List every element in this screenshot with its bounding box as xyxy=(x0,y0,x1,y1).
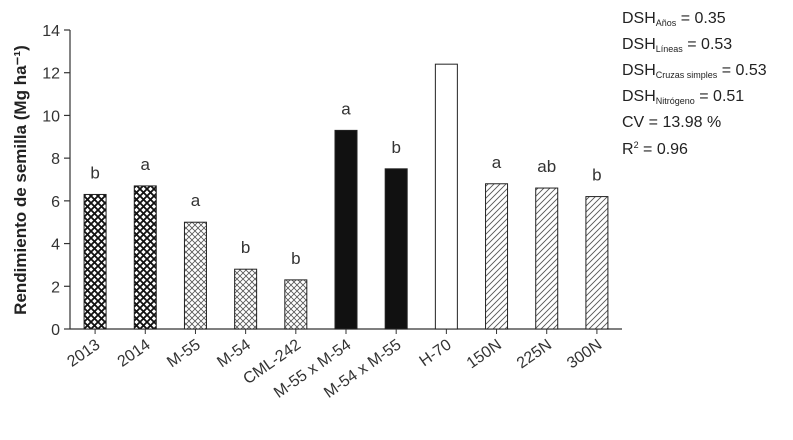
category-label-1: 2014 xyxy=(115,336,154,370)
bar-10 xyxy=(585,196,609,330)
y-tick-label-10: 10 xyxy=(42,108,60,125)
y-tick-label-4: 4 xyxy=(51,237,60,254)
y-tick-label-14: 14 xyxy=(42,23,60,40)
stat-row-0: DSHAños = 0.35 xyxy=(622,10,726,28)
chart-axes: 0 2 4 6 8 10 12 14 xyxy=(42,23,622,339)
significance-label-10: b xyxy=(592,166,601,185)
bar-8 xyxy=(485,183,509,330)
significance-label-6: b xyxy=(391,138,400,157)
chart-bars xyxy=(83,63,609,330)
y-axis-title: Rendimiento de semilla (Mg ha⁻¹) xyxy=(11,45,30,315)
category-label-3: M-54 xyxy=(214,336,254,371)
y-tick-label-6: 6 xyxy=(51,194,60,211)
y-tick-label-2: 2 xyxy=(51,279,60,296)
significance-label-0: b xyxy=(90,163,99,182)
bar-7 xyxy=(434,63,458,330)
stat-row-3: DSHNitrógeno = 0.51 xyxy=(622,88,745,106)
significance-label-9: ab xyxy=(537,157,556,176)
category-label-0: 2013 xyxy=(64,336,103,370)
category-label-8: 150N xyxy=(464,336,505,372)
category-label-7: H-70 xyxy=(416,336,454,370)
statistics-panel: DSHAños = 0.35 DSHLíneas = 0.53 DSHCruzas … xyxy=(622,8,767,161)
stat-row-5: R2 = 0.96 xyxy=(622,140,688,158)
category-label-2: M-55 xyxy=(164,336,204,371)
stat-row-4: CV = 13.98 % xyxy=(622,114,722,131)
significance-label-4: b xyxy=(291,249,300,268)
y-tick-label-0: 0 xyxy=(51,322,60,339)
stat-row-1: DSHLíneas = 0.53 xyxy=(622,36,733,54)
stat-row-2: DSHCruzas simples = 0.53 xyxy=(622,62,767,80)
bar-4 xyxy=(284,279,308,330)
significance-label-1: a xyxy=(141,155,151,174)
significance-label-5: a xyxy=(341,99,351,118)
significance-label-2: a xyxy=(191,191,201,210)
y-tick-label-8: 8 xyxy=(51,151,60,168)
significance-label-3: b xyxy=(241,238,250,257)
bar-0 xyxy=(83,193,107,330)
bar-5 xyxy=(334,129,358,330)
bar-1 xyxy=(133,185,157,330)
y-tick-label-12: 12 xyxy=(42,66,60,83)
bar-6 xyxy=(384,168,408,330)
category-label-9: 225N xyxy=(514,336,555,372)
significance-label-8: a xyxy=(492,153,502,172)
bar-2 xyxy=(183,221,207,330)
category-label-10: 300N xyxy=(564,336,605,372)
bar-9 xyxy=(535,187,559,330)
bar-3 xyxy=(234,268,258,330)
